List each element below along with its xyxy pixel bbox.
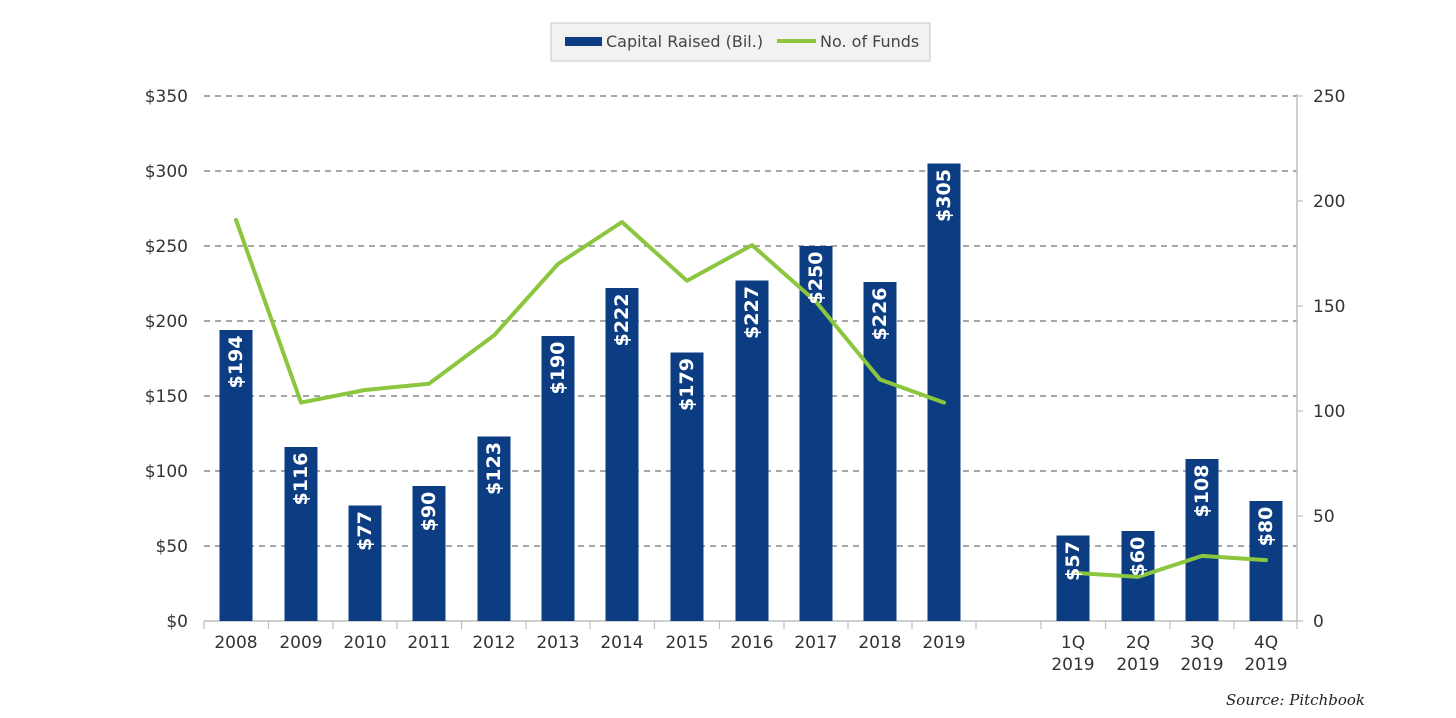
line-segment <box>234 217 946 405</box>
bar <box>799 246 833 621</box>
bar-value-label: $250 <box>805 252 827 305</box>
y-left-tick-label: $100 <box>145 462 188 482</box>
x-tick-label: 2017 <box>794 633 837 653</box>
bar-value-label: $77 <box>354 511 376 551</box>
line-segment <box>1071 553 1268 579</box>
x-tick-label: 1Q <box>1061 633 1085 653</box>
y-left-tick-label: $150 <box>145 387 188 407</box>
bar-value-label: $226 <box>869 288 891 341</box>
source-note: Source: Pitchbook <box>1226 691 1365 709</box>
bar-value-label: $222 <box>611 294 633 347</box>
bar-value-label: $60 <box>1127 537 1149 577</box>
y-right-tick-label: 250 <box>1313 87 1345 107</box>
x-tick-label: 2014 <box>600 633 643 653</box>
x-tick-label: 2013 <box>536 633 579 653</box>
bar <box>541 336 575 621</box>
legend-label-line: No. of Funds <box>820 32 919 51</box>
bar <box>348 505 382 621</box>
x-tick-label: 2Q <box>1126 633 1150 653</box>
x-tick-label: 3Q <box>1190 633 1214 653</box>
bar-value-label: $123 <box>483 442 505 495</box>
y-left-tick-label: $350 <box>145 87 188 107</box>
x-tick-label: 2019 <box>1244 655 1287 675</box>
bar <box>670 352 704 621</box>
y-left-tick-label: $300 <box>145 162 188 182</box>
bar <box>477 436 511 621</box>
tick-labels: $0 $50 $100 $150 $200 $250 $300 $350 0 50 100 150 20… <box>145 87 1346 675</box>
bar-value-label: $108 <box>1191 465 1213 518</box>
x-tick-label: 2011 <box>407 633 450 653</box>
bar-value-label: $190 <box>547 342 569 395</box>
bar-data-labels: $194 $116 $77 $90 $123 $190 $222 $179 $227 $250 $2… <box>225 169 1277 581</box>
x-tick-label: 2019 <box>1051 655 1094 675</box>
legend-box <box>550 22 931 62</box>
bar-value-label: $57 <box>1062 541 1084 581</box>
x-tick-label: 4Q <box>1254 633 1278 653</box>
y-right-tick-label: 100 <box>1313 402 1345 422</box>
bar-value-label: $80 <box>1255 507 1277 547</box>
y-right-tick-label: 50 <box>1313 507 1335 527</box>
bar <box>1185 459 1219 621</box>
x-tick-label: 2015 <box>665 633 708 653</box>
x-tick-label: 2012 <box>472 633 515 653</box>
x-tick-label: 2018 <box>858 633 901 653</box>
y-right-tick-label: 150 <box>1313 297 1345 317</box>
y-left-tick-label: $250 <box>145 237 188 257</box>
bar <box>605 288 639 621</box>
y-left-tick-label: $0 <box>166 612 188 632</box>
y-left-tick-label: $200 <box>145 312 188 332</box>
legend-label-bar: Capital Raised (Bil.) <box>606 32 763 51</box>
y-left-tick-label: $50 <box>156 537 188 557</box>
x-tick-label: 2019 <box>922 633 965 653</box>
bar-series <box>219 163 1283 621</box>
bar-value-label: $227 <box>741 286 763 339</box>
bar <box>735 280 769 621</box>
legend-swatch-bar <box>565 37 602 46</box>
y-right-tick-label: 0 <box>1313 612 1324 632</box>
bar <box>284 447 318 621</box>
x-tick-label: 2016 <box>730 633 773 653</box>
y-right-tick-label: 200 <box>1313 192 1345 212</box>
x-tick-label: 2010 <box>343 633 386 653</box>
bar-value-label: $305 <box>933 169 955 222</box>
bar-value-label: $90 <box>418 492 440 532</box>
bar-value-label: $179 <box>676 358 698 411</box>
x-tick-label: 2009 <box>279 633 322 653</box>
x-tick-label: 2008 <box>214 633 257 653</box>
bar <box>863 282 897 621</box>
legend: Capital Raised (Bil.) No. of Funds <box>550 22 931 62</box>
x-tick-label: 2019 <box>1116 655 1159 675</box>
bar <box>412 486 446 621</box>
line-series <box>234 217 1268 579</box>
x-tick-label: 2019 <box>1180 655 1223 675</box>
bar-value-label: $194 <box>225 336 247 389</box>
bar <box>1056 535 1090 621</box>
bar <box>219 330 253 621</box>
bar-value-label: $116 <box>290 453 312 506</box>
bar <box>927 163 961 621</box>
